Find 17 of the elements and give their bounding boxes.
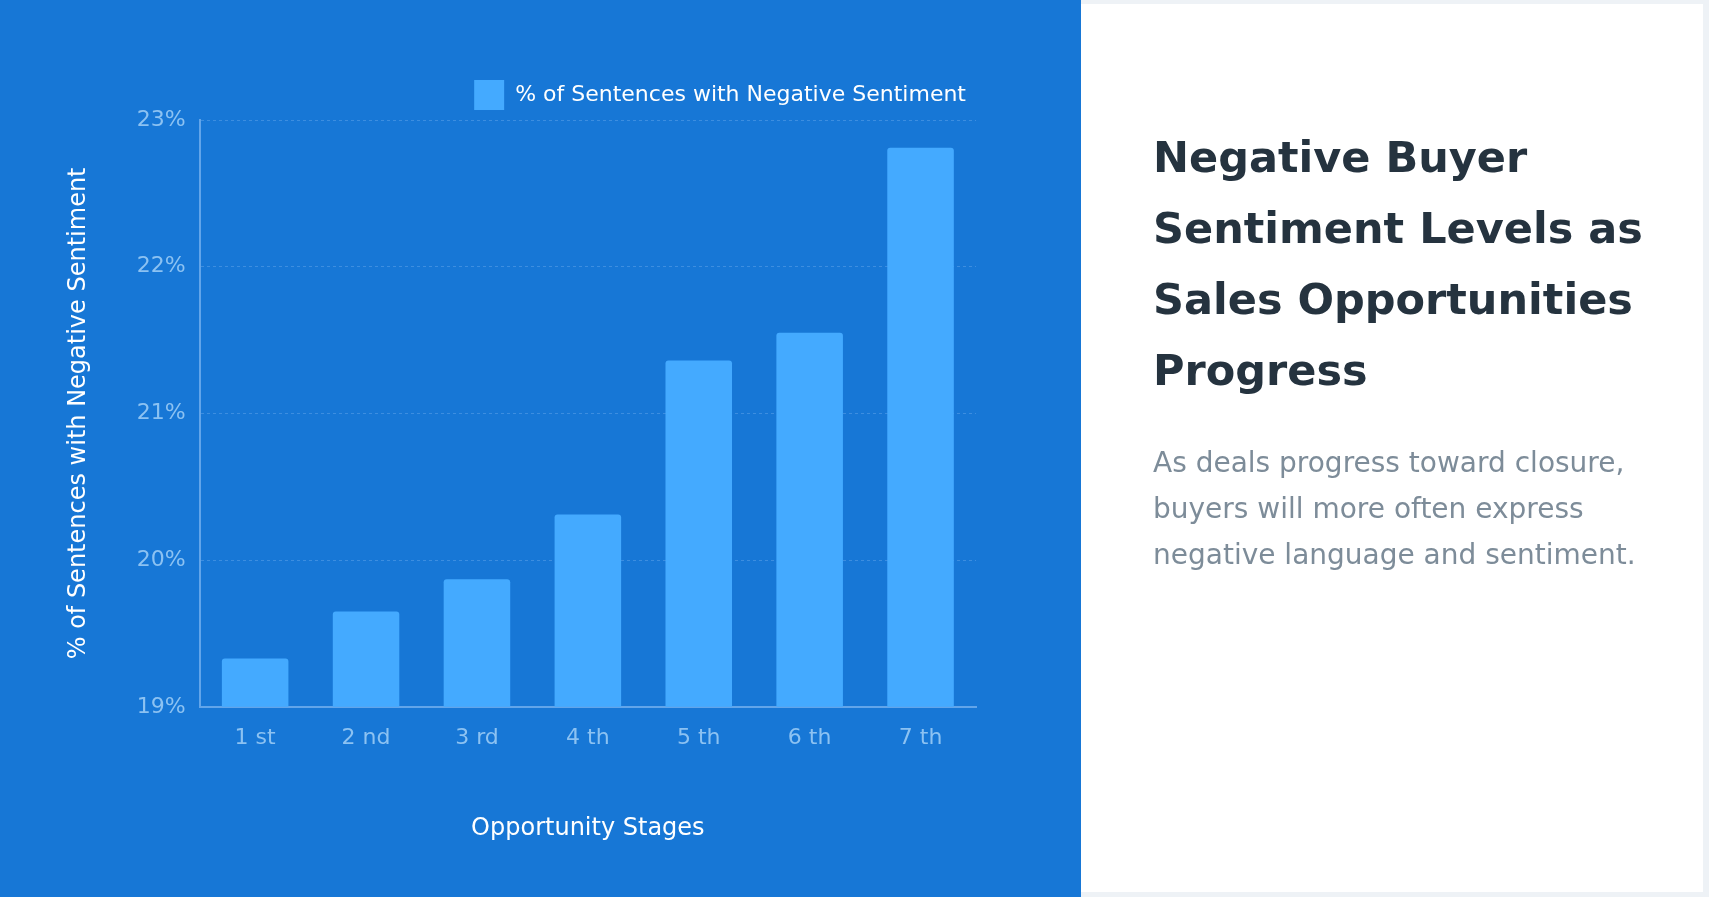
x-tick-label: 5 th — [676, 723, 721, 749]
legend-label: % of Sentences with Negative Sentiment — [515, 80, 967, 106]
x-tick-label: 4 th — [566, 723, 610, 749]
text: Negative Buyer Sentiment Levels as Sales Opportunities Progress — [1153, 131, 1644, 397]
y-tick-label: 21% — [136, 399, 186, 425]
x-tick-label: 1 st — [234, 723, 277, 749]
y-axis-title: % of Sentences with Negative Sentiment — [62, 167, 91, 660]
x-tick-label: 7 th — [898, 723, 943, 749]
x-tick-label: 3 rd — [455, 723, 499, 749]
y-tick-label: 20% — [136, 545, 186, 571]
y-tick-label: 22% — [136, 252, 186, 278]
text: As deals progress toward closure, buyers will more often express negative language and sentiment. — [1153, 445, 1637, 573]
x-axis-title: Opportunity Stages — [471, 812, 705, 841]
x-tick-label: 2 nd — [341, 723, 391, 749]
x-tick-label: 6 th — [787, 723, 832, 749]
y-tick-label: 23% — [136, 105, 186, 131]
y-tick-label: 19% — [136, 692, 186, 718]
